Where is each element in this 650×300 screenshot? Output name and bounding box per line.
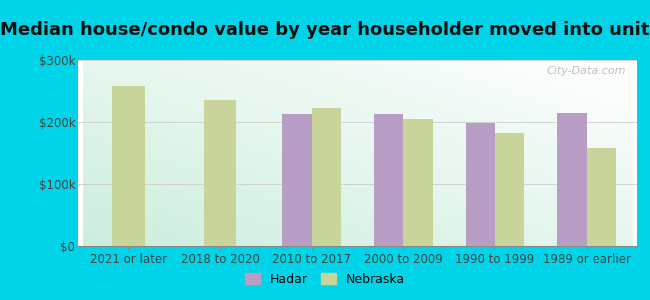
Bar xyxy=(557,113,586,246)
Bar xyxy=(586,148,616,246)
Bar xyxy=(495,133,525,246)
Bar xyxy=(465,123,495,246)
Bar xyxy=(112,86,144,246)
Bar xyxy=(374,114,403,246)
Bar xyxy=(312,108,341,246)
Bar xyxy=(282,114,312,246)
Bar xyxy=(403,119,433,246)
Legend: Hadar, Nebraska: Hadar, Nebraska xyxy=(240,268,410,291)
Text: City-Data.com: City-Data.com xyxy=(546,66,626,76)
Bar xyxy=(204,100,236,246)
Text: Median house/condo value by year householder moved into unit: Median house/condo value by year househo… xyxy=(0,21,650,39)
